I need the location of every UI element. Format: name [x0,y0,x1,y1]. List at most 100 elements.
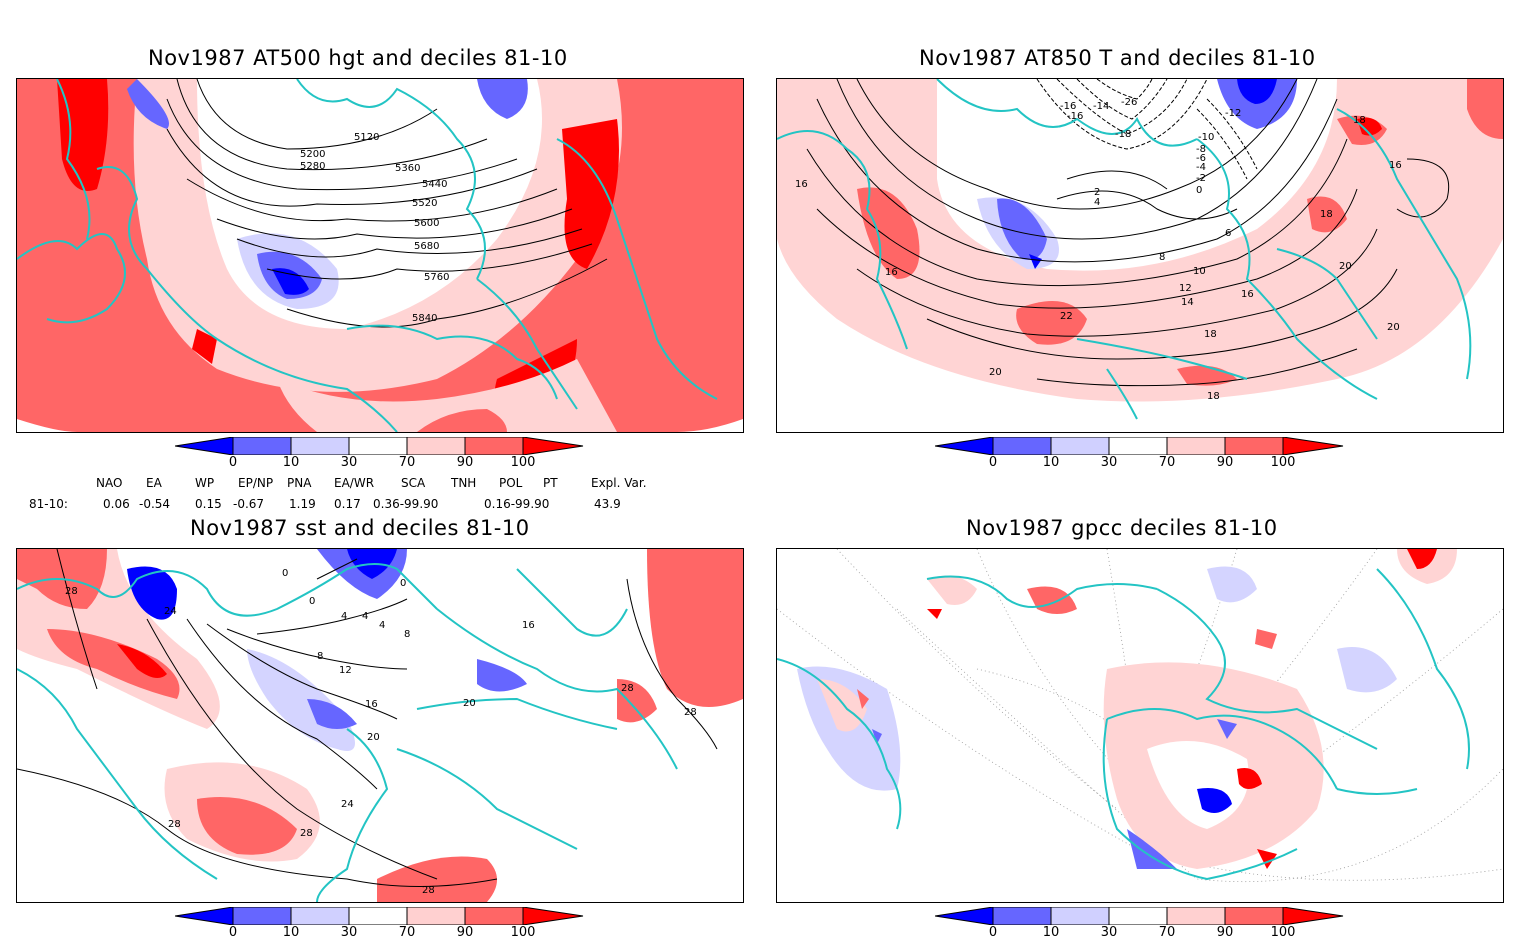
contour-label: -16 [1067,111,1083,122]
contour-label: 0 [400,578,406,589]
contour-label: 12 [339,665,352,676]
colorbar-sst: 0 10 30 70 90 100 [174,906,585,947]
index-row-label: 81-10: [29,497,68,511]
index-value: 0.06 [103,497,130,511]
colorbar-label: 10 [282,455,300,470]
contour-label: 2 [1094,187,1100,198]
contour-label: 28 [300,828,313,839]
colorbar-label: 90 [1216,455,1234,470]
colorbar-label: 0 [228,925,238,940]
colorbar-gpcc: 0 10 30 70 90 100 [934,906,1345,947]
map-t850: -16 -14 -26 -12 -16 -18 -10 -8 -6 -4 -2 … [776,78,1504,433]
colorbar-label: 10 [282,925,300,940]
colorbar-label: 70 [1158,455,1176,470]
contour-label: 0 [1196,185,1202,196]
contour-label: 5840 [412,313,437,324]
contour-label: -10 [1198,132,1214,143]
colorbar-label: 100 [510,455,536,470]
contour-label: 5440 [422,179,447,190]
contour-label: 20 [1387,322,1400,333]
colorbar-label: 90 [456,455,474,470]
contour-label: -18 [1115,129,1131,140]
contour-label: -2 [1196,173,1206,184]
index-value: 0.17 [334,497,361,511]
contour-label: -12 [1225,108,1241,119]
contour-label: 18 [1320,209,1333,220]
colorbar-label: 30 [340,455,358,470]
colorbar-label: 10 [1042,455,1060,470]
colorbar-t850: 0 10 30 70 90 100 [934,436,1345,477]
panel-title-gpcc: Nov1987 gpcc deciles 81-10 [966,516,1278,540]
contour-label: -8 [1196,144,1206,155]
contour-label: -6 [1196,153,1206,164]
contour-label: 5280 [300,161,325,172]
panel-title-t850: Nov1987 AT850 T and deciles 81-10 [919,46,1316,70]
index-header: WP [195,476,215,490]
index-value: -0.67 [233,497,265,511]
colorbar-label: 90 [456,925,474,940]
contour-label: 0 [309,596,315,607]
index-value: 0.16-99.90 [484,497,550,511]
colorbar-label: 70 [1158,925,1176,940]
contour-label: 14 [1181,297,1194,308]
contour-label: 20 [463,698,476,709]
contour-label: -16 [1060,101,1076,112]
contour-label: 4 [379,620,385,631]
index-value: 1.19 [289,497,316,511]
contour-label: 28 [65,586,78,597]
contour-label: 6 [1225,228,1231,239]
contour-label: 0 [282,568,288,579]
index-header: POL [499,476,523,490]
colorbar-label: 30 [1100,925,1118,940]
contour-label: 12 [1179,283,1192,294]
colorbar-label: 30 [340,925,358,940]
contour-label: 16 [885,267,898,278]
contour-label: 28 [168,819,181,830]
colorbar-label: 70 [398,925,416,940]
index-header: TNH [451,476,477,490]
index-header: EA [146,476,162,490]
contour-label: 28 [621,683,634,694]
contour-label: 28 [684,707,697,718]
index-header: Expl. Var. [591,476,647,490]
contour-label: 4 [341,611,347,622]
index-header: EA/WR [334,476,375,490]
colorbar-label: 100 [510,925,536,940]
contour-label: 5200 [300,149,325,160]
colorbar-label: 100 [1270,925,1296,940]
index-header: PNA [287,476,312,490]
colorbar-label: 30 [1100,455,1118,470]
index-header: SCA [401,476,426,490]
contour-label: 22 [1060,311,1073,322]
colorbar-label: 10 [1042,925,1060,940]
contour-label: 16 [1241,289,1254,300]
contour-label: 16 [795,179,808,190]
contour-label: 18 [1204,329,1217,340]
contour-label: 24 [164,606,177,617]
contour-label: 8 [1159,252,1165,263]
colorbar-label: 90 [1216,925,1234,940]
colorbar-label: 0 [988,455,998,470]
contour-label: 18 [1353,115,1366,126]
colorbar-label: 0 [988,925,998,940]
contour-label: 10 [1193,266,1206,277]
contour-label: 16 [1389,160,1402,171]
contour-label: -4 [1196,162,1206,173]
colorbar-hgt500: 0 10 30 70 90 100 [174,436,585,477]
index-value: -0.54 [139,497,171,511]
contour-label: 4 [362,611,368,622]
contour-label: 28 [422,885,435,896]
panel-title-hgt500: Nov1987 AT500 hgt and deciles 81-10 [148,46,568,70]
contour-label: 5360 [395,163,420,174]
map-hgt500: 5120 5200 5280 5360 5440 5520 5600 5680 … [16,78,744,433]
index-header: PT [543,476,558,490]
contour-label: 20 [1339,261,1352,272]
contour-label: -14 [1093,101,1109,112]
contour-label: 20 [367,732,380,743]
contour-label: 16 [365,699,378,710]
panel-title-sst: Nov1987 sst and deciles 81-10 [190,516,530,540]
map-sst: 28 24 0 0 0 4 4 4 8 8 12 16 20 24 28 28 … [16,548,744,903]
contour-label: 5120 [354,132,379,143]
colorbar-label: 70 [398,455,416,470]
contour-label: 4 [1094,197,1100,208]
